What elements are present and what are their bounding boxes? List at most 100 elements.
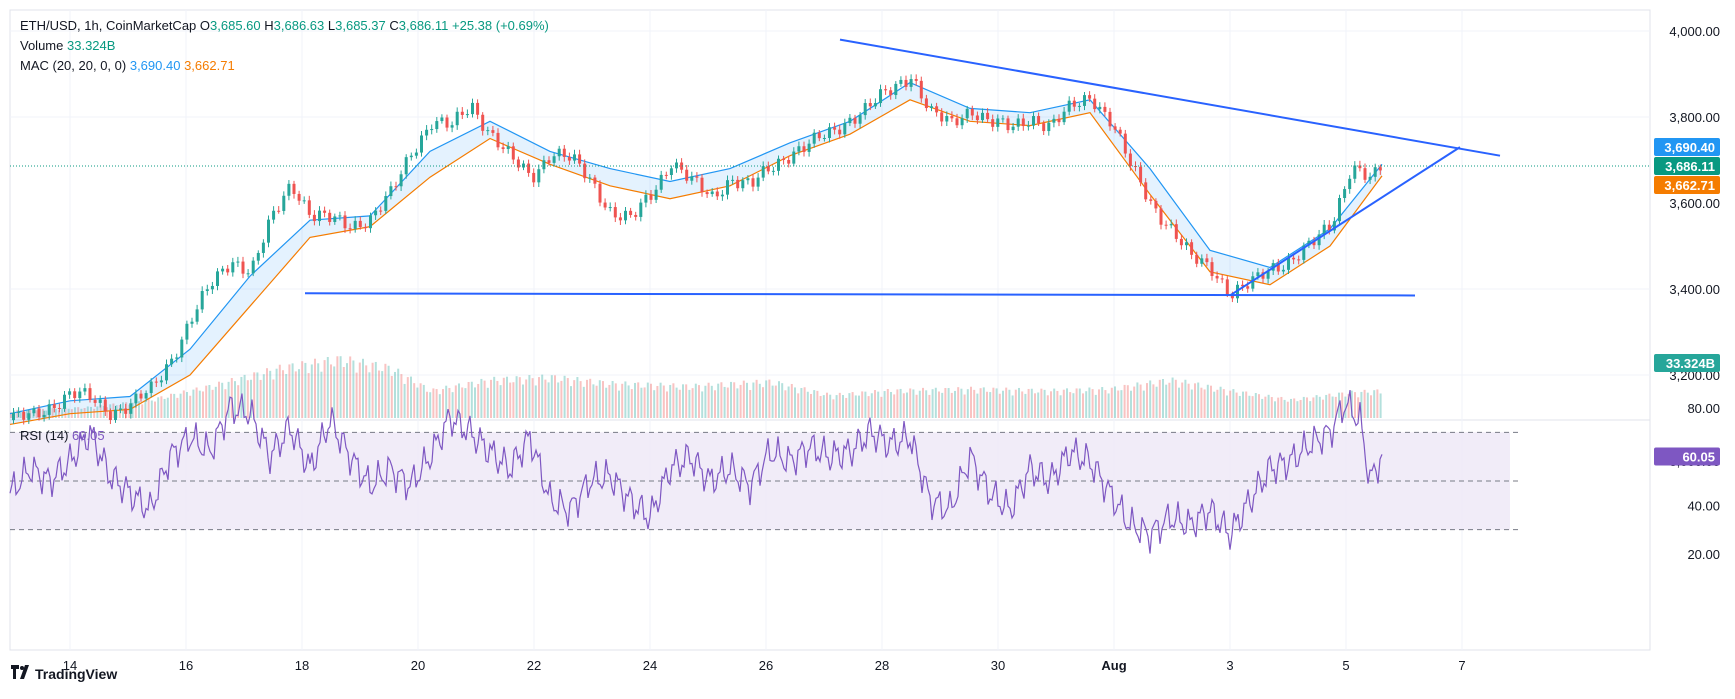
volume-bar — [669, 384, 672, 418]
rsi-tick-label: 80.00 — [1687, 401, 1720, 416]
volume-bar — [426, 391, 428, 418]
volume-legend[interactable]: Volume 33.324B — [20, 37, 115, 55]
candle-body — [675, 162, 678, 169]
candle-body — [761, 166, 765, 178]
rsi-tag: 60.05 — [1682, 450, 1715, 465]
candle-body — [542, 160, 546, 170]
candle-body — [440, 117, 444, 122]
volume-bar — [909, 388, 912, 418]
symbol-label[interactable]: ETH/USD, 1h, CoinMarketCap — [20, 18, 197, 33]
candle-body — [1378, 167, 1382, 171]
trendline-1[interactable] — [839, 38, 1501, 157]
volume-tag: 33.324B — [1666, 356, 1715, 371]
volume-bar — [656, 386, 659, 418]
volume-bar — [822, 395, 825, 418]
volume-bar — [1248, 395, 1251, 418]
candle-body — [562, 148, 566, 157]
volume-bar — [1203, 389, 1206, 418]
volume-bar — [1120, 390, 1123, 418]
volume-bar — [1037, 392, 1040, 418]
mac-legend[interactable]: MAC (20, 20, 0, 0) 3,690.40 3,662.71 — [20, 57, 235, 75]
rsi-legend[interactable]: RSI (14) 60.05 — [20, 427, 105, 445]
candle-body — [1241, 284, 1245, 287]
trendline-2[interactable] — [304, 292, 1416, 297]
volume-bar — [336, 356, 339, 418]
volume-bar — [570, 386, 572, 418]
candle-body — [22, 411, 26, 420]
candle-body — [1332, 221, 1336, 231]
volume-bar — [1373, 390, 1376, 418]
volume-bar — [762, 387, 764, 418]
volume-bar — [246, 380, 249, 418]
volume-bar — [182, 390, 185, 418]
volume-bar — [134, 400, 137, 418]
mac-upper-line[interactable] — [9, 81, 1383, 415]
volume-bar — [717, 383, 720, 418]
trendline-3[interactable] — [1229, 146, 1461, 297]
candle-body — [914, 79, 918, 81]
candle-body — [828, 127, 831, 139]
volume-bar — [342, 367, 345, 418]
volume-bar — [595, 385, 598, 418]
volume-bar — [1331, 396, 1334, 418]
candle-body — [312, 214, 316, 222]
volume-bar — [278, 364, 281, 418]
volume-bar — [141, 404, 144, 418]
volume-bar — [1142, 390, 1145, 418]
candle-body — [1083, 95, 1086, 106]
volume-bar — [474, 387, 476, 418]
volume-bar — [1117, 390, 1120, 418]
volume-bar — [51, 408, 54, 418]
volume-bar — [214, 386, 217, 418]
candle-body — [1343, 189, 1347, 199]
volume-bar — [1235, 392, 1238, 418]
rsi-line[interactable] — [9, 390, 1383, 554]
candle-body — [889, 90, 893, 96]
volume-bar — [1277, 397, 1280, 418]
mac-lower-line[interactable] — [9, 99, 1383, 426]
volume-bar — [864, 391, 867, 418]
volume-bar — [208, 385, 211, 418]
volume-bar — [784, 390, 787, 418]
volume-bar — [1168, 382, 1171, 418]
candle-body — [1302, 245, 1306, 260]
candle-body — [634, 214, 638, 217]
volume-bar — [672, 383, 675, 418]
price-tag: 3,686.11 — [1665, 159, 1715, 174]
volume-bar — [906, 392, 908, 418]
candle-body — [226, 268, 230, 273]
volume-bar — [480, 378, 483, 418]
volume-bar — [739, 384, 742, 418]
candle-body — [374, 210, 378, 216]
volume-bar — [938, 391, 940, 418]
mac-fill — [10, 82, 1382, 425]
candle-body — [318, 210, 321, 222]
volume-bar — [285, 374, 288, 418]
candle-body — [940, 112, 944, 122]
volume-bar — [602, 381, 604, 418]
volume-bar — [813, 390, 816, 418]
volume-bar — [544, 379, 547, 418]
candle-body — [981, 112, 984, 121]
candle-body — [261, 242, 265, 253]
volume-bar — [250, 379, 252, 418]
x-tick-label: 20 — [411, 658, 425, 673]
candle-body — [348, 228, 352, 230]
volume-bar — [74, 407, 76, 418]
volume-bar — [397, 368, 400, 418]
volume-bar — [1379, 393, 1382, 418]
candle-body — [629, 210, 633, 215]
volume-bar — [1306, 397, 1308, 418]
volume-bar — [1018, 387, 1020, 418]
volume-bar — [445, 385, 448, 418]
candle-body — [1317, 234, 1321, 246]
volume-bar — [509, 382, 512, 418]
volume-bar — [714, 390, 716, 418]
candle-body — [231, 262, 235, 273]
volume-bar — [272, 379, 275, 418]
tradingview-logo[interactable]: TradingView — [11, 665, 117, 682]
candle-body — [1246, 286, 1250, 289]
volume-bar — [934, 387, 937, 418]
candle-body — [1006, 118, 1010, 131]
